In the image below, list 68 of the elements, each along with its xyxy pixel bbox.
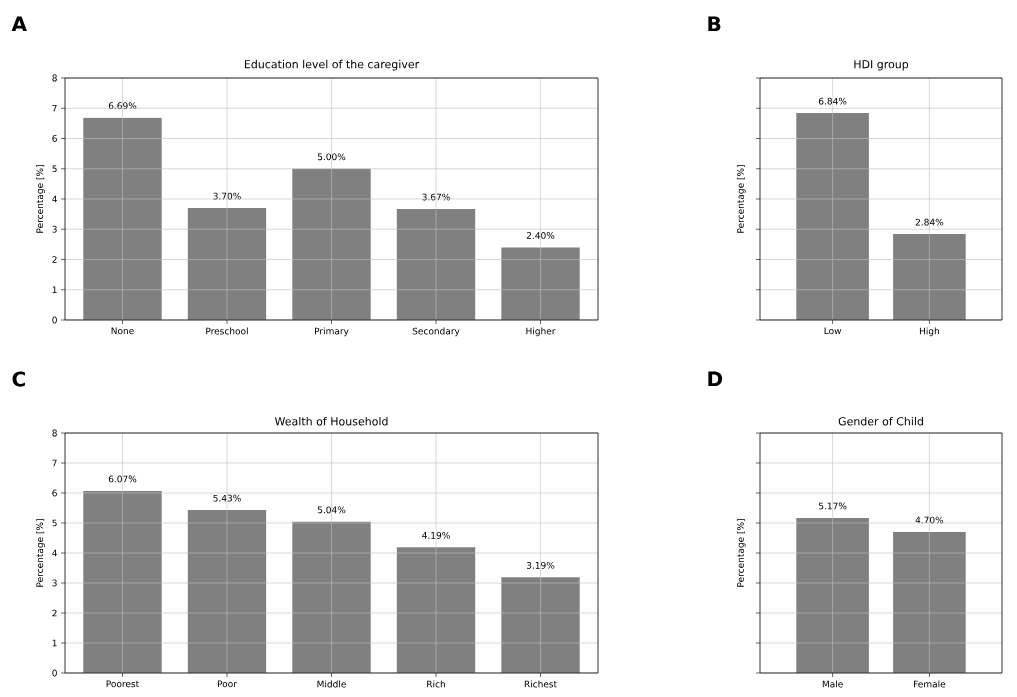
data-label: 5.00% [317,153,346,161]
data-label: 6.07% [108,475,137,483]
bar [396,547,476,673]
x-tick-label: Female [914,680,946,688]
y-axis-title: Percentage [%] [736,165,746,233]
y-axis-title: Percentage [%] [36,519,45,587]
x-tick-label: High [919,327,939,337]
y-tick-label: 1 [52,286,57,294]
y-tick-label: 0 [52,316,57,324]
bar [501,247,580,320]
x-tick-label: Poorest [106,680,139,688]
y-tick-label: 4 [52,195,57,203]
data-label: 5.17% [819,502,847,510]
data-label: 2.84% [915,218,944,226]
data-label: 5.43% [213,494,241,502]
bar [292,168,371,320]
y-tick-label: 3 [52,579,57,587]
y-tick-label: 6 [52,135,57,142]
bar [501,577,580,673]
y-tick-label: 7 [52,459,57,467]
data-label: 3.67% [422,193,450,201]
y-tick-label: 2 [52,256,57,263]
bar [83,117,162,320]
x-tick-label: None [111,327,134,335]
data-label: 4.19% [422,531,450,539]
data-label: 6.84% [818,97,847,105]
x-tick-label: Primary [314,327,349,337]
x-tick-label: Low [824,327,842,335]
y-axis-title: Percentage [%] [36,165,45,233]
y-tick-label: 5 [52,165,57,173]
y-tick-label: 8 [52,429,57,437]
text: B [708,16,721,32]
chart-title: HDI group [854,60,909,71]
x-tick-label: Middle [317,680,346,688]
y-tick-label: 4 [52,549,57,557]
x-tick-label: Higher [526,327,556,337]
bar [292,521,371,673]
y-tick-label: 8 [52,74,57,82]
x-tick-label: Secondary [412,327,460,337]
text: C [12,371,25,387]
data-label: 3.70% [213,192,241,200]
text: A [11,16,27,32]
data-label: 2.40% [526,232,555,239]
chart-title: Wealth of Household [274,416,388,426]
text: D [708,371,723,387]
x-tick-label: Richest [524,680,557,688]
data-label: 4.70% [915,516,944,524]
y-tick-label: 3 [52,225,57,233]
x-tick-label: Poor [217,680,237,688]
y-tick-label: 6 [52,489,57,497]
bar [396,208,476,320]
y-tick-label: 0 [52,669,57,677]
y-tick-label: 7 [52,104,57,112]
x-tick-label: Preschool [206,327,248,335]
bar [187,510,267,673]
chart-title: Education level of the caregiver [244,59,420,71]
y-axis-title: Percentage [%] [736,519,746,587]
y-tick-label: 2 [52,609,57,617]
x-tick-label: Male [822,680,843,688]
chart-title: Gender of Child [838,416,923,426]
y-tick-label: 5 [52,519,57,527]
data-label: 5.04% [317,506,346,514]
y-tick-label: 1 [52,639,57,647]
data-label: 6.69% [108,102,137,110]
x-tick-label: Rich [427,680,445,688]
bar [187,208,267,320]
bar [83,490,162,673]
data-label: 3.19% [526,561,555,569]
